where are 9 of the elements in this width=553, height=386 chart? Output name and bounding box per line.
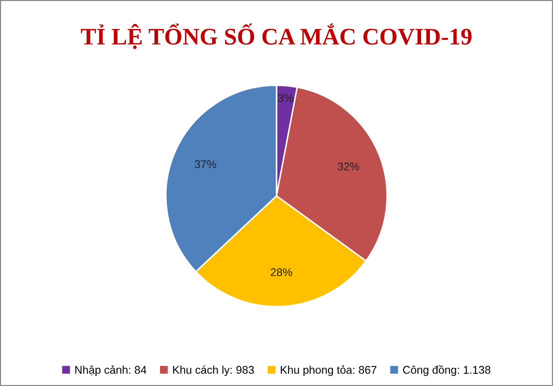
data-label: 32% (338, 162, 360, 170)
chart-title: TỈ LỆ TỔNG SỐ CA MẮC COVID-19 (80, 23, 472, 50)
data-label: 3% (278, 94, 294, 102)
legend-label: Nhập cảnh: 84 (75, 365, 146, 376)
legend-label: Khu phong tỏa: 867 (280, 365, 376, 376)
data-label: 28% (270, 268, 292, 276)
data-label: 37% (194, 160, 216, 168)
legend-label: Khu cách ly: 983 (173, 366, 254, 376)
legend-label: Công đồng: 1.138 (403, 365, 490, 376)
